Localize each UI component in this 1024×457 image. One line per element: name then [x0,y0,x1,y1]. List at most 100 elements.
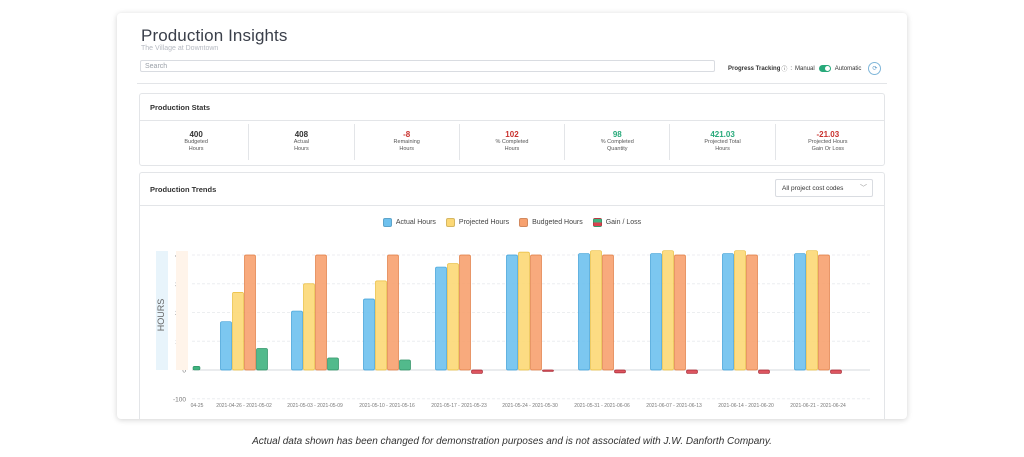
cost-code-select[interactable]: All project cost codes ﹀ [775,179,873,197]
stat-card: 408 Actual Hours [249,124,355,160]
search-input[interactable]: Search [140,60,715,72]
x-tick-label: 2021-05-03 - 2021-05-09 [287,403,343,409]
budgeted-hours-bar [746,254,758,371]
header-divider [137,83,887,84]
legend-swatch [592,218,602,227]
tracking-toggle[interactable] [818,65,831,72]
disclaimer-footnote: Actual data shown has been changed for d… [252,436,772,447]
legend-item[interactable]: Projected Hours [445,218,509,227]
refresh-icon[interactable]: ⟳ [868,62,882,75]
stat-label: Projected Total Hours [704,139,741,152]
x-tick-label: 04-25 [191,403,204,409]
info-icon[interactable]: ⓘ [781,67,788,73]
colon-text: : [790,65,793,72]
stat-card: 102% Completed Hours [460,124,566,160]
budgeted-hours-bar [459,254,471,371]
actual-hours-bar [578,253,590,371]
actual-hours-bar [363,298,375,371]
stat-label: Projected Hours Gain Or Loss [808,139,848,152]
actual-hours-bar [506,254,518,371]
production-trends-title: Production Trends [150,185,217,194]
x-tick-label: 2021-04-26 - 2021-05-02 [216,403,272,409]
stat-label: % Completed Hours [495,139,529,152]
projected-hours-bar [734,250,746,371]
stat-value: -8 [403,130,411,139]
x-tick-label: 2021-05-10 - 2021-05-16 [359,403,415,409]
projected-hours-bar [303,283,315,371]
y-axis-label: HOURS [156,299,166,332]
stat-card: 421.03 Projected Total Hours [670,124,776,160]
gain-loss-bar [830,369,842,374]
production-stats-title: Production Stats [150,103,211,112]
legend-swatch [445,218,455,227]
stat-value: 102 [505,130,519,139]
x-tick-label: 2021-05-31 - 2021-06-06 [574,403,630,409]
actual-hours-bar [291,310,303,371]
budgeted-hours-bar [602,254,614,371]
project-subtitle: The Village at Downtown [141,45,219,52]
legend-item[interactable]: Actual Hours [382,218,436,227]
budgeted-hours-bar [315,254,327,371]
production-stats-panel: Production Stats 400 Budgeted Hours 408 Act… [139,93,885,166]
legend-swatch [519,218,529,227]
stats-divider [140,120,884,121]
projected-hours-bar [806,250,818,371]
production-insights-card: Production Insights The Village at Downt… [117,13,907,419]
stat-value: 98 [612,130,622,139]
legend-item[interactable]: Gain / Loss [592,218,642,227]
projected-hours-bar [662,250,674,371]
legend-label: Actual Hours [395,219,436,226]
stats-row: 400 Budgeted Hours 408 Actual Hours -8 Remain… [144,124,880,160]
gain-loss-bar [614,369,626,374]
chart-legend: Actual Hours Projected Hours Budgeted Hour… [140,218,884,227]
gain-loss-bar [399,359,411,371]
stat-value: 408 [294,130,309,139]
page-title: Production Insights [141,26,288,45]
automatic-label: Automatic [834,65,862,72]
trends-divider [140,205,884,206]
projected-hours-bar [232,292,244,371]
axis-strip-orange [176,251,188,370]
stat-value: 421.03 [710,130,735,139]
gain-loss-bar [686,369,698,374]
actual-hours-bar [220,321,232,371]
gain-loss-bar [471,369,483,374]
stat-value: -21.03 [816,130,840,139]
projected-hours-bar [375,280,387,371]
actual-hours-bar [435,266,447,371]
actual-hours-bar [722,253,734,371]
legend-swatch [382,218,392,227]
gain-loss-bar [758,369,770,374]
progress-tracking-control: Progress Tracking ⓘ : Manual Automatic ⟳ [728,62,882,75]
progress-tracking-label: Progress Tracking [728,65,781,72]
budgeted-hours-bar [244,254,256,371]
projected-hours-bar [518,251,530,371]
budgeted-hours-bar [818,254,830,371]
budgeted-hours-bar [674,254,686,371]
projected-hours-bar [447,263,459,371]
stat-label: Remaining Hours [393,139,420,152]
budgeted-hours-bar [387,254,399,371]
legend-item[interactable]: Budgeted Hours [519,218,583,227]
gain-loss-bar [327,357,339,371]
gain-loss-bar [542,369,554,372]
stat-card: 98% Completed Quantity [565,124,671,160]
stat-label: Actual Hours [293,139,310,152]
axis-strip-blue [156,251,168,370]
stat-card: 400 Budgeted Hours [144,124,250,160]
stat-card: -21.03 Projected Hours Gain Or Loss [776,124,880,160]
legend-label: Gain / Loss [605,219,642,226]
legend-label: Budgeted Hours [532,219,583,226]
actual-hours-bar [794,253,806,371]
stat-card: -8 Remaining Hours [355,124,460,160]
x-tick-label: 2021-06-14 - 2021-06-20 [718,403,774,409]
y-tick-label: -100 [173,396,186,403]
x-tick-label: 2021-06-07 - 2021-06-13 [646,403,702,409]
stat-label: Budgeted Hours [184,139,208,152]
x-tick-label: 2021-05-17 - 2021-05-23 [431,403,487,409]
gain-loss-bar [256,348,268,371]
x-tick-label: 2021-06-21 - 2021-06-24 [790,403,846,409]
gain-loss-bar [192,365,201,371]
stat-value: 400 [189,130,203,139]
